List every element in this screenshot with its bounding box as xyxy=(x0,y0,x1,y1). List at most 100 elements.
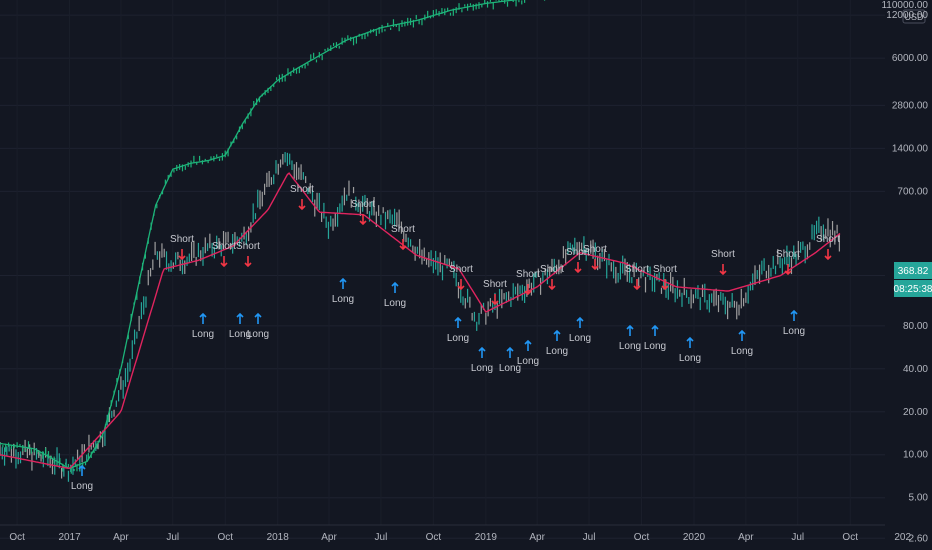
time-label: 2019 xyxy=(475,532,498,543)
price-label: 10.00 xyxy=(903,450,928,461)
long-arrow xyxy=(199,312,207,324)
long-label: Long xyxy=(499,363,521,374)
time-label: Jul xyxy=(166,532,179,543)
long-label: Long xyxy=(644,341,666,352)
long-label: Long xyxy=(229,329,251,340)
short-label: Short xyxy=(583,244,607,255)
short-label: Short xyxy=(653,264,677,275)
grid-lines xyxy=(0,14,885,539)
last-price-tag: 368.82 08:25:38 xyxy=(894,262,932,297)
short-label: Short xyxy=(290,184,314,195)
short-arrow xyxy=(784,264,792,276)
long-arrow xyxy=(738,329,746,341)
price-label: 20.00 xyxy=(903,407,928,418)
countdown-timer: 08:25:38 xyxy=(894,284,932,295)
price-label: 40.00 xyxy=(903,364,928,375)
time-label: Apr xyxy=(113,532,129,543)
short-arrow xyxy=(719,264,727,276)
long-label: Long xyxy=(679,353,701,364)
long-arrow xyxy=(254,312,262,324)
long-arrow xyxy=(790,309,798,321)
time-label: Oct xyxy=(426,532,442,543)
long-arrow xyxy=(78,464,86,476)
long-arrow xyxy=(576,316,584,328)
time-label: Jul xyxy=(791,532,804,543)
short-label: Short xyxy=(483,279,507,290)
price-label: 2800.00 xyxy=(892,100,929,111)
long-label: Long xyxy=(332,294,354,305)
time-label: Oct xyxy=(9,532,25,543)
short-arrow xyxy=(244,256,252,268)
short-arrow xyxy=(633,279,641,291)
price-label: 6000.00 xyxy=(892,53,929,64)
long-label: Long xyxy=(471,363,493,374)
long-arrow xyxy=(553,329,561,341)
short-arrow xyxy=(178,249,186,261)
long-label: Long xyxy=(619,341,641,352)
price-label: 1400.00 xyxy=(892,143,929,154)
time-axis-labels: Oct 2017 Apr Jul Oct 2018 Apr Jul Oct 2019 Apr Jul O… xyxy=(9,532,911,543)
long-arrow xyxy=(454,316,462,328)
long-arrow xyxy=(236,312,244,324)
moving-average-line xyxy=(0,172,841,470)
time-label: 2018 xyxy=(267,532,290,543)
long-label: Long xyxy=(517,356,539,367)
short-arrow xyxy=(399,239,407,251)
short-label: Short xyxy=(212,241,236,252)
time-label: Oct xyxy=(217,532,233,543)
time-label: Apr xyxy=(321,532,337,543)
time-label: Apr xyxy=(738,532,754,543)
currency-box[interactable] xyxy=(902,9,926,24)
long-arrow xyxy=(478,346,486,358)
short-arrow xyxy=(359,214,367,226)
time-label: 2017 xyxy=(58,532,81,543)
short-label: Short xyxy=(170,234,194,245)
short-label: Short xyxy=(776,249,800,260)
countdown-box xyxy=(894,280,932,297)
time-label: Jul xyxy=(583,532,596,543)
long-label: Long xyxy=(192,329,214,340)
price-label: 2.60 xyxy=(909,533,929,544)
short-arrow xyxy=(548,279,556,291)
time-label: Oct xyxy=(634,532,650,543)
time-label: Jul xyxy=(375,532,388,543)
long-arrow xyxy=(626,324,634,336)
long-label: Long xyxy=(447,333,469,344)
short-label: Short xyxy=(566,247,590,258)
price-label: 700.00 xyxy=(897,186,928,197)
last-price-box xyxy=(894,262,932,279)
short-arrow xyxy=(298,199,306,211)
long-arrow xyxy=(686,336,694,348)
long-arrow xyxy=(339,277,347,289)
time-label: 202 xyxy=(894,532,911,543)
series-lines xyxy=(0,0,841,470)
short-label: Short xyxy=(449,264,473,275)
short-label: Short xyxy=(351,199,375,210)
currency-label: USD xyxy=(904,12,924,22)
short-arrow xyxy=(591,259,599,271)
long-label: Long xyxy=(783,326,805,337)
long-label: Long xyxy=(384,298,406,309)
long-label: Long xyxy=(546,346,568,357)
price-label: 5.00 xyxy=(909,493,929,504)
short-arrow xyxy=(220,256,228,268)
price-label: 80.00 xyxy=(903,321,928,332)
long-arrow xyxy=(391,281,399,293)
short-arrow xyxy=(574,262,582,274)
short-label: Short xyxy=(236,241,260,252)
long-arrow xyxy=(524,339,532,351)
long-label: Long xyxy=(569,333,591,344)
time-label: Apr xyxy=(529,532,545,543)
equity-line xyxy=(0,0,519,469)
short-label: Short xyxy=(625,264,649,275)
time-axis[interactable]: Oct 2017 Apr Jul Oct 2018 Apr Jul Oct 2019 Apr Jul O… xyxy=(0,524,911,543)
long-arrow xyxy=(651,324,659,336)
long-label: Long xyxy=(71,481,93,492)
short-label: Short xyxy=(711,249,735,260)
long-label: Long xyxy=(731,346,753,357)
short-arrow xyxy=(661,279,669,291)
price-scale-max-label: 110000.00 xyxy=(881,0,928,11)
time-label: 2020 xyxy=(683,532,706,543)
